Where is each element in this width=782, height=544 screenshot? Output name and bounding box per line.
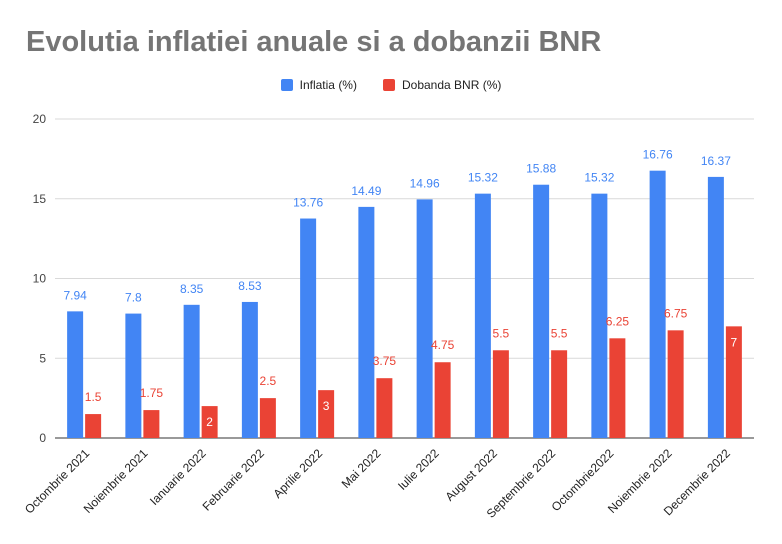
- bar-inflatia: [67, 311, 84, 438]
- data-label-inflatia: 8.53: [238, 279, 262, 293]
- x-tick-label: Aprilie 2022: [271, 446, 326, 501]
- x-tick-label: Ianuarie 2022: [147, 446, 209, 508]
- data-label-inflatia: 14.49: [351, 184, 381, 198]
- bar-dobanda: [667, 330, 684, 438]
- legend-swatch-inflatia: [280, 79, 293, 91]
- bar-inflatia: [241, 301, 258, 438]
- bar-inflatia: [300, 218, 317, 438]
- x-tick-label: Mai 2022: [339, 446, 384, 491]
- data-label-dobanda: 6.75: [664, 306, 688, 320]
- y-tick-label: 0: [39, 431, 46, 445]
- bar-inflatia: [591, 193, 608, 438]
- bar-dobanda: [318, 390, 335, 438]
- y-tick-label: 20: [33, 112, 47, 126]
- bar-dobanda: [201, 406, 218, 438]
- legend-label-dobanda: Dobanda BNR (%): [401, 78, 502, 92]
- y-tick-label: 10: [33, 272, 47, 286]
- bar-inflatia: [416, 199, 433, 438]
- data-label-inflatia: 16.37: [701, 154, 731, 168]
- bar-inflatia: [183, 304, 200, 438]
- bar-dobanda: [609, 338, 626, 438]
- data-label-dobanda: 5.5: [551, 326, 568, 340]
- bar-inflatia: [358, 206, 375, 438]
- data-label-dobanda: 7: [731, 335, 738, 349]
- x-tick-label: Februarie 2022: [200, 446, 268, 514]
- legend-label-inflatia: Inflatia (%): [299, 78, 357, 92]
- data-label-dobanda: 1.5: [85, 390, 102, 404]
- bar-dobanda: [143, 410, 160, 438]
- bar-dobanda: [725, 326, 742, 438]
- y-tick-label: 5: [39, 351, 46, 365]
- data-label-inflatia: 7.8: [125, 291, 142, 305]
- data-label-inflatia: 16.76: [643, 148, 673, 162]
- x-tick-label: August 2022: [442, 446, 500, 504]
- bar-inflatia: [533, 184, 550, 438]
- data-label-inflatia: 15.32: [584, 171, 614, 185]
- bar-dobanda: [434, 362, 451, 438]
- bar-inflatia: [707, 176, 724, 438]
- bar-dobanda: [85, 414, 102, 438]
- data-label-dobanda: 2: [206, 415, 213, 429]
- legend-swatch-dobanda: [382, 79, 395, 91]
- data-label-dobanda: 1.75: [140, 386, 164, 400]
- legend-item-dobanda[interactable]: Dobanda BNR (%): [382, 78, 502, 92]
- data-label-dobanda: 6.25: [606, 314, 630, 328]
- bar-dobanda: [551, 350, 568, 438]
- data-label-inflatia: 8.35: [180, 282, 204, 296]
- data-label-dobanda: 3: [323, 399, 330, 413]
- bar-dobanda: [376, 378, 393, 438]
- data-label-dobanda: 2.5: [260, 374, 277, 388]
- data-label-inflatia: 14.96: [410, 176, 440, 190]
- data-label-inflatia: 7.94: [63, 288, 87, 302]
- x-tick-label: Iulie 2022: [395, 446, 442, 493]
- data-label-dobanda: 3.75: [373, 354, 397, 368]
- bar-dobanda: [492, 350, 509, 438]
- legend-item-inflatia[interactable]: Inflatia (%): [280, 78, 357, 92]
- data-label-inflatia: 15.32: [468, 171, 498, 185]
- data-label-dobanda: 4.75: [431, 338, 455, 352]
- data-label-inflatia: 13.76: [293, 196, 323, 210]
- bar-inflatia: [474, 193, 491, 438]
- legend: Inflatia (%) Dobanda BNR (%): [0, 78, 782, 92]
- data-label-inflatia: 15.88: [526, 162, 556, 176]
- bar-inflatia: [125, 313, 142, 438]
- y-tick-label: 15: [33, 192, 47, 206]
- bar-dobanda: [259, 398, 276, 438]
- bar-inflatia: [649, 170, 666, 439]
- chart-title: Evolutia inflatiei anuale si a dobanzii …: [26, 26, 602, 58]
- data-label-dobanda: 5.5: [493, 326, 510, 340]
